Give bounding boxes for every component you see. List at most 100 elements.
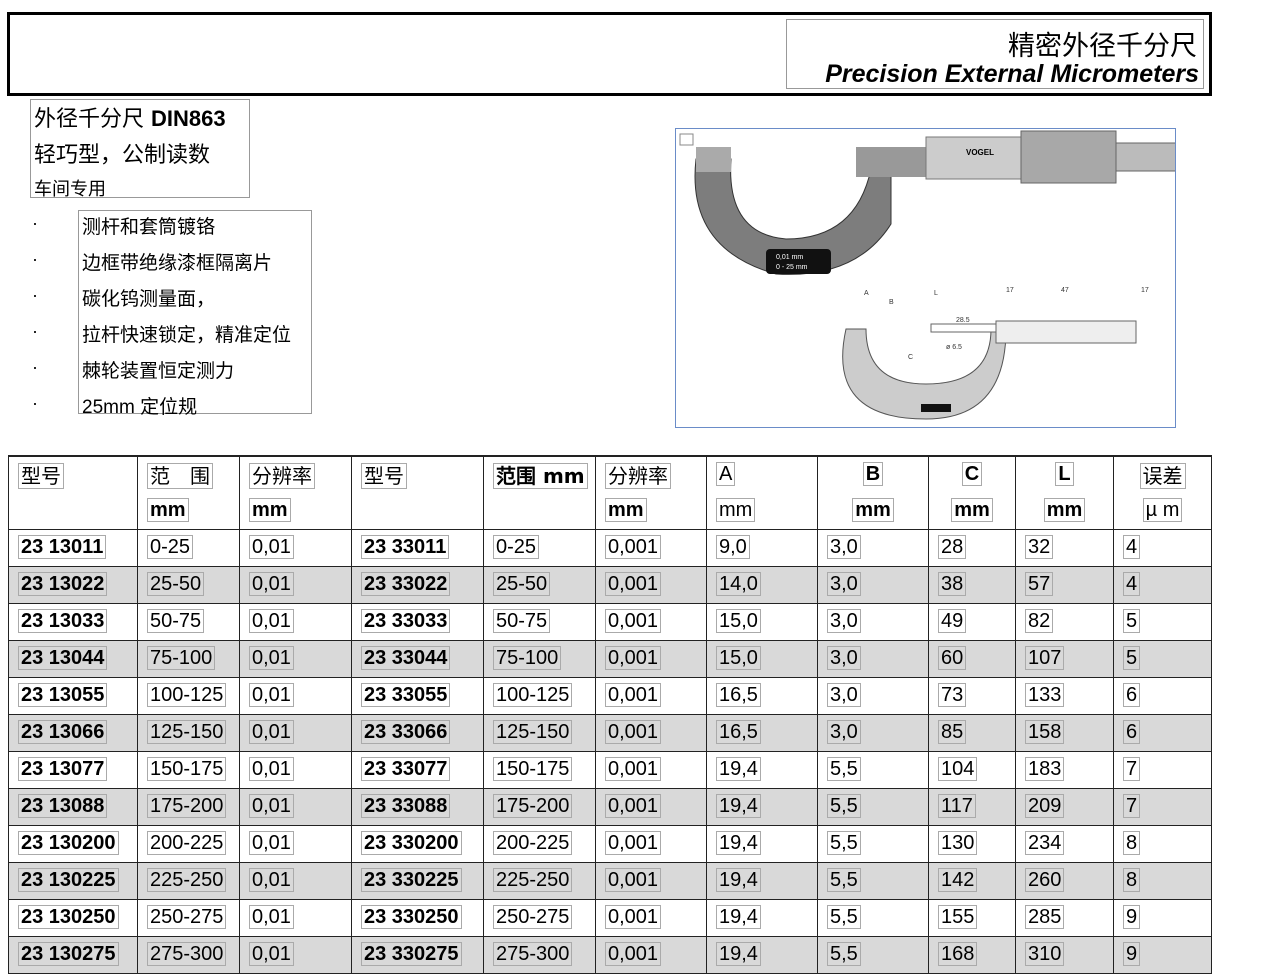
table-header-row: 型号 范 围 分辨率 型号 范围 mm 分辨率 A B C L 误差 (8, 455, 1212, 492)
table-row: 23 130225 225-250 0,01 23 330225 225-250 0,00… (8, 861, 1212, 900)
table-cell: 16,5 (706, 713, 818, 752)
cell-text: 23 13044 (18, 646, 108, 670)
cell-text: 0,01 (249, 757, 294, 781)
table-cell: 范围 mm (483, 455, 596, 492)
cell-text: 0,01 (249, 609, 294, 633)
table-cell: 误差 (1113, 455, 1212, 492)
cell-text: 范 围 (147, 463, 213, 489)
table-cell: 23 330200 (351, 824, 484, 863)
title-box: 精密外径千分尺 Precision External Micrometers (786, 19, 1204, 89)
cell-text: 16,5 (716, 720, 761, 744)
table-cell: 310 (1015, 935, 1114, 974)
cell-text: 23 33044 (361, 646, 451, 670)
table-cell: 23 33055 (351, 676, 484, 715)
table-cell: 23 130200 (8, 824, 138, 863)
table-row: 23 13066 125-150 0,01 23 33066 125-150 0,001 1… (8, 713, 1212, 752)
svg-text:0 - 25 mm: 0 - 25 mm (776, 264, 808, 271)
cell-text: 0-25 (493, 535, 540, 559)
table-cell: 150-175 (137, 750, 240, 789)
cell-text: 7 (1123, 757, 1141, 781)
cell-text: 75-100 (493, 646, 562, 670)
table-cell: 23 130275 (8, 935, 138, 974)
table-cell: 275-300 (137, 935, 240, 974)
table-cell: 23 330275 (351, 935, 484, 974)
cell-text: 23 13011 (18, 535, 107, 559)
cell-text: mm (951, 497, 993, 522)
table-cell: 0,001 (595, 824, 707, 863)
table-cell: 23 330250 (351, 898, 484, 937)
cell-text: 0,01 (249, 942, 294, 966)
cell-text: 0,001 (605, 609, 662, 633)
cell-text: 19,4 (716, 757, 761, 781)
page-header: 精密外径千分尺 Precision External Micrometers (7, 12, 1212, 96)
cell-text: 150-175 (147, 757, 227, 781)
table-cell: 130 (928, 824, 1016, 863)
cell-text: 133 (1025, 683, 1065, 707)
table-cell: 15,0 (706, 602, 818, 641)
cell-text: 0,001 (605, 757, 662, 781)
cell-text: 150-175 (493, 757, 573, 781)
bullet-icon: · (32, 321, 38, 341)
bullet-icon: · (32, 393, 38, 413)
table-cell: 19,4 (706, 861, 818, 900)
cell-text: 8 (1123, 868, 1141, 892)
cell-text: 3,0 (827, 609, 861, 633)
table-cell: 0,01 (239, 750, 352, 789)
table-cell: 8 (1113, 861, 1212, 900)
table-cell: mm (1015, 492, 1114, 530)
table-cell: 100-125 (483, 676, 596, 715)
cell-text: 260 (1025, 868, 1065, 892)
cell-text: 0,001 (605, 831, 662, 855)
cell-text: 5 (1123, 609, 1141, 633)
cell-text: 0,01 (249, 905, 294, 929)
cell-text: 6 (1123, 720, 1141, 744)
table-cell: 23 13055 (8, 676, 138, 715)
cell-text: 57 (1025, 572, 1054, 596)
cell-text: 9,0 (716, 535, 750, 559)
cell-text: 19,4 (716, 942, 761, 966)
table-cell: 型号 (8, 455, 138, 492)
table-cell: 85 (928, 713, 1016, 752)
svg-text:17: 17 (1141, 287, 1149, 294)
table-cell: 23 130250 (8, 898, 138, 937)
cell-text: mm (1043, 497, 1086, 522)
cell-text: 范围 mm (493, 463, 588, 489)
cell-text: 60 (938, 646, 967, 670)
cell-text: 23 330250 (361, 905, 462, 929)
intro-box: 外径千分尺 DIN863 轻巧型，公制读数 车间专用 (30, 99, 250, 200)
cell-text: 0,01 (249, 868, 294, 892)
cell-text: 23 130250 (18, 905, 119, 929)
cell-text: 0,001 (605, 646, 662, 670)
cell-text: 50-75 (147, 609, 205, 633)
cell-text: 3,0 (827, 572, 861, 596)
cell-text: 275-300 (147, 942, 227, 966)
table-cell: 0,01 (239, 602, 352, 641)
table-cell: 7 (1113, 787, 1212, 826)
table-row: 23 13055 100-125 0,01 23 33055 100-125 0,001 1… (8, 676, 1212, 715)
cell-text: 23 13033 (18, 609, 108, 633)
table-cell: 4 (1113, 565, 1212, 604)
cell-text: 75-100 (147, 646, 216, 670)
cell-text: 0,001 (605, 572, 662, 596)
table-cell: 117 (928, 787, 1016, 826)
cell-text: mm (249, 497, 291, 522)
cell-text: 0,001 (605, 535, 662, 559)
table-cell: 范 围 (137, 455, 240, 492)
table-cell: 82 (1015, 602, 1114, 641)
cell-text: 23 13055 (18, 683, 108, 707)
cell-text: 0,001 (605, 942, 662, 966)
table-cell: 168 (928, 935, 1016, 974)
table-cell: 23 33033 (351, 602, 484, 641)
table-cell: 19,4 (706, 787, 818, 826)
table-cell: mm (137, 492, 240, 530)
title-cn: 精密外径千分尺 (1008, 31, 1197, 62)
table-cell: 3,0 (817, 565, 929, 604)
table-cell: 19,4 (706, 898, 818, 937)
cell-text: 23 130225 (18, 868, 119, 892)
table-cell: 225-250 (483, 861, 596, 900)
table-cell: 260 (1015, 861, 1114, 900)
cell-text: 0,001 (605, 720, 662, 744)
svg-text:A: A (864, 290, 869, 297)
svg-text:0,01 mm: 0,01 mm (776, 254, 803, 261)
table-cell: 5,5 (817, 750, 929, 789)
